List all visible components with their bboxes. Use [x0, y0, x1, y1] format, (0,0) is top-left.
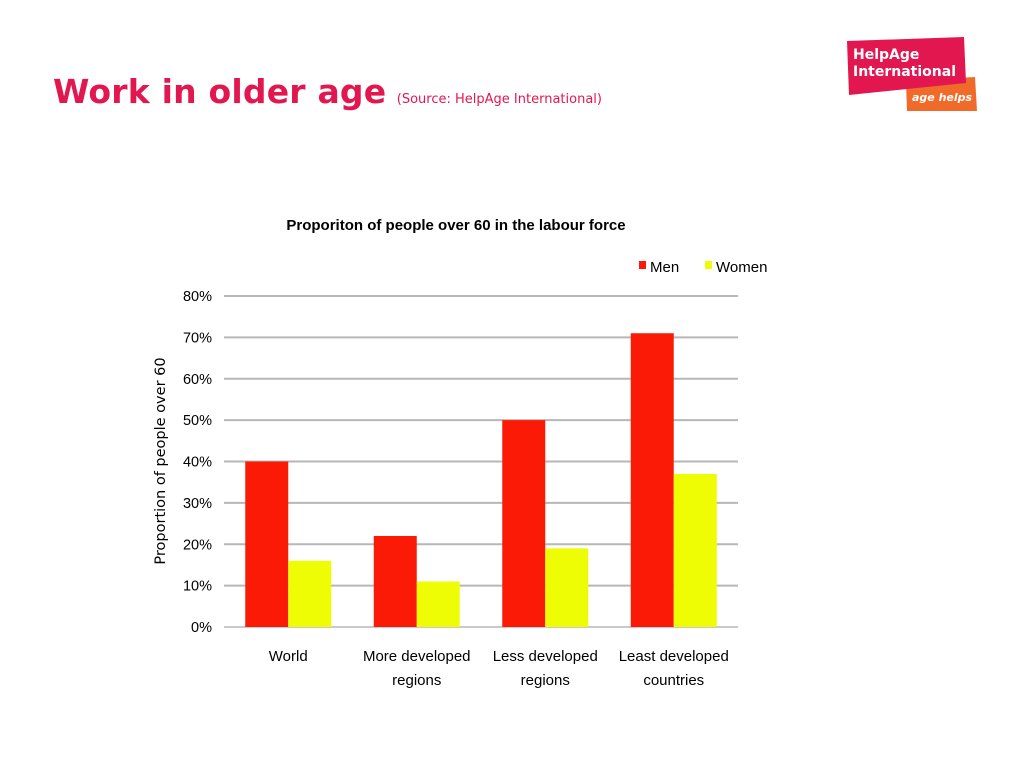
- bar-men: [502, 420, 546, 627]
- x-tick-label: More developed: [363, 648, 471, 665]
- logo-primary-shape: [847, 37, 966, 95]
- logo-line1: HelpAge: [853, 47, 919, 63]
- logo-tagline: age helps: [912, 91, 973, 104]
- helpage-logo: HelpAge International age helps: [847, 37, 977, 111]
- y-tick-label: 60%: [183, 372, 212, 388]
- chart-title: Proporiton of people over 60 in the labo…: [286, 217, 625, 234]
- slide-title: Work in older age (Source: HelpAge Inter…: [53, 72, 602, 111]
- y-tick-label: 30%: [183, 496, 212, 512]
- y-axis-label: Proportion of people over 60: [153, 357, 169, 564]
- x-tick-label: regions: [521, 672, 570, 689]
- y-tick-labels: 0% 10% 20% 30% 40% 50% 60% 70% 80%: [183, 289, 212, 636]
- y-tick-label: 10%: [183, 579, 212, 595]
- y-tick-label: 80%: [183, 289, 212, 305]
- y-tick-label: 50%: [183, 413, 212, 429]
- x-tick-label: Least developed: [619, 648, 729, 665]
- x-tick-label: countries: [643, 672, 704, 689]
- bar-men: [630, 333, 674, 627]
- y-tick-label: 40%: [183, 455, 212, 471]
- slide-source: (Source: HelpAge International): [396, 92, 602, 107]
- y-tick-label: 70%: [183, 330, 212, 346]
- bar-women: [416, 581, 460, 627]
- legend-swatch-women: [705, 261, 712, 269]
- bar-men: [245, 461, 289, 627]
- x-tick-label: World: [269, 648, 308, 665]
- legend-swatch-men: [639, 261, 646, 269]
- logo-line2: International: [853, 64, 956, 80]
- bar-men: [373, 535, 417, 627]
- bars: [245, 333, 717, 627]
- legend-label-women: Women: [716, 259, 767, 276]
- x-tick-labels: World More developed regions Less developed…: [269, 648, 729, 689]
- slide-title-text: Work in older age: [53, 72, 387, 111]
- legend: Men Women: [639, 259, 767, 276]
- x-tick-label: regions: [392, 672, 441, 689]
- x-tick-label: Less developed: [493, 648, 598, 665]
- y-tick-label: 0%: [191, 620, 212, 636]
- bar-women: [288, 560, 332, 627]
- legend-label-men: Men: [650, 259, 679, 276]
- bar-women: [673, 473, 717, 627]
- y-tick-label: 20%: [183, 537, 212, 553]
- bar-women: [545, 548, 589, 627]
